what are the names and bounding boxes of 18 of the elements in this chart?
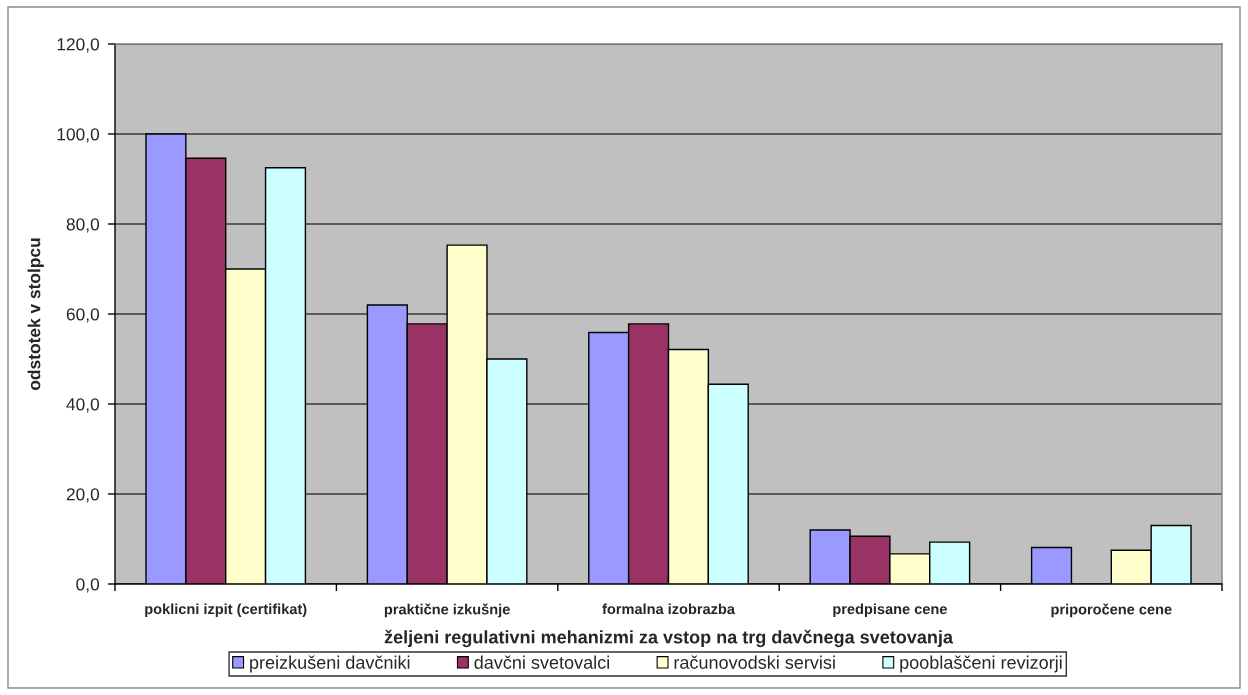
legend-label: davčni svetovalci xyxy=(474,655,609,669)
x-tick-label: predpisane cene xyxy=(833,603,947,618)
x-tick-label: poklicni izpit (certifikat) xyxy=(145,603,307,618)
y-tick-label: 20,0 xyxy=(66,488,100,503)
x-axis-title: željeni regulativni mehanizmi za vstop na trg davčnega svetovanja xyxy=(384,629,954,648)
y-tick-label: 120,0 xyxy=(57,38,100,53)
y-tick-label: 40,0 xyxy=(66,398,100,413)
x-tick-label: formalna izobrazba xyxy=(602,603,736,615)
legend-label: preizkušeni davčniki xyxy=(250,655,410,673)
x-tick-label: praktične izkušnje xyxy=(384,603,510,618)
y-tick-label: 80,0 xyxy=(66,218,100,233)
y-tick-label: 100,0 xyxy=(57,128,100,143)
y-axis-title: odstotek v stolpcu xyxy=(27,238,44,390)
y-tick-label: 60,0 xyxy=(66,308,100,323)
legend-label: pooblaščeni revizorji xyxy=(900,655,1062,673)
y-tick-label: 0,0 xyxy=(76,578,100,593)
x-tick-label: priporočene cene xyxy=(1051,603,1172,618)
legend-label: računovodski servisi xyxy=(674,655,835,669)
